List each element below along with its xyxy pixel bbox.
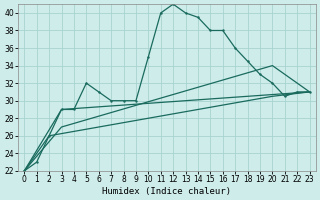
X-axis label: Humidex (Indice chaleur): Humidex (Indice chaleur) <box>102 187 231 196</box>
